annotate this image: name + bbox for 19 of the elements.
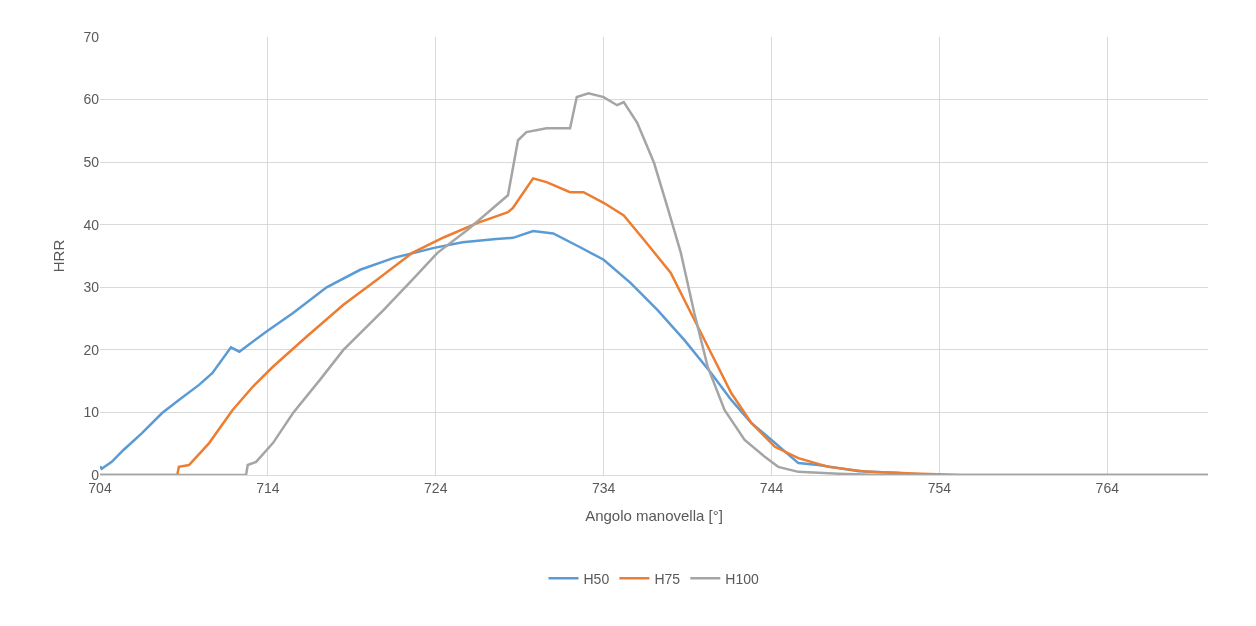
- legend-label: H75: [654, 570, 681, 587]
- y-tick-label: 50: [83, 154, 100, 171]
- y-tick-label: 60: [83, 91, 100, 108]
- y-axis-title: HRR: [49, 239, 67, 273]
- legend-label: H100: [725, 570, 759, 587]
- y-tick-label: 40: [83, 216, 100, 233]
- x-tick-label: 724: [424, 479, 448, 496]
- y-tick-label: 30: [83, 279, 100, 296]
- y-tick-label: 70: [83, 28, 100, 45]
- y-tick-label: 10: [83, 404, 100, 421]
- x-tick-label: 714: [256, 479, 280, 496]
- y-tick-label: 20: [83, 341, 100, 358]
- x-axis-title: Angolo manovella [°]: [585, 506, 723, 524]
- x-tick-label: 744: [759, 479, 784, 496]
- x-tick-label: 764: [1095, 479, 1120, 496]
- x-tick-label: 734: [591, 479, 616, 496]
- legend-label: H50: [583, 570, 610, 587]
- x-tick-label: 754: [927, 479, 952, 496]
- line-series: [100, 92, 1208, 475]
